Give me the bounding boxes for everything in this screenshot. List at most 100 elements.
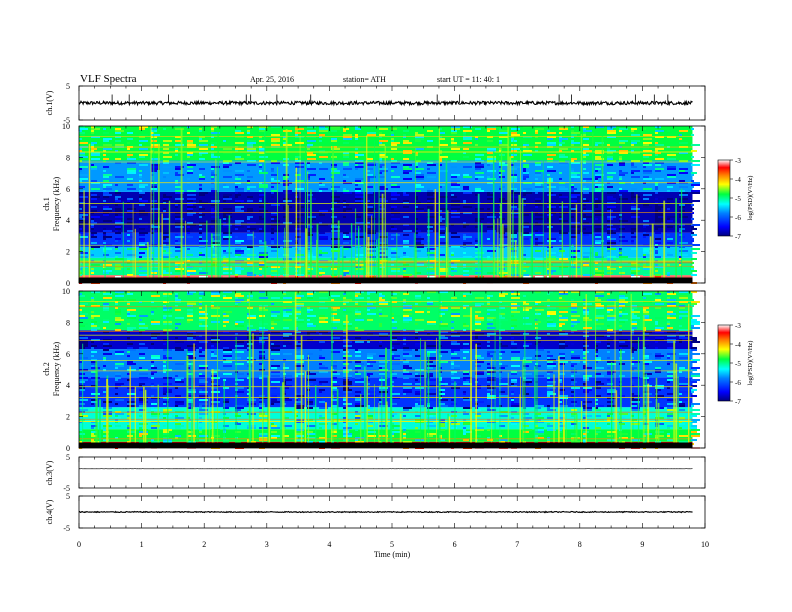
psd-cell [343, 210, 346, 212]
psd-cell [271, 250, 277, 252]
psd-cell [667, 220, 673, 222]
psd-cell [79, 387, 85, 389]
psd-cell [391, 178, 394, 180]
psd-cell [79, 128, 88, 130]
psd-cell [679, 226, 682, 228]
psd-cell [691, 391, 694, 393]
psd-cell [511, 266, 517, 268]
psd-cell [331, 246, 340, 248]
psd-cell [127, 309, 136, 311]
psd-cell [199, 313, 208, 315]
psd-cell [295, 417, 298, 419]
psd-cell [307, 293, 313, 295]
psd-cell [187, 309, 193, 311]
psd-cell [175, 375, 178, 377]
psd-cell [355, 222, 364, 224]
psd-cell [259, 327, 265, 329]
psd-cell [451, 196, 457, 198]
psd-cell [595, 303, 601, 305]
psd-cell [547, 423, 550, 425]
psd-cell [235, 150, 238, 152]
psd-cell [307, 291, 316, 293]
psd-cell [247, 254, 256, 256]
psd-cell [259, 333, 262, 335]
psd-cell [655, 246, 658, 248]
psd-cell [91, 317, 94, 319]
psd-cell [235, 158, 244, 160]
psd-cell [427, 164, 436, 166]
psd-cell [667, 216, 676, 218]
psd-cell [595, 375, 604, 377]
psd-cell [619, 140, 628, 142]
psd-cell [679, 192, 688, 194]
psd-cell [427, 333, 430, 335]
psd-cell [283, 315, 289, 317]
psd-cell [523, 365, 529, 367]
psd-cell [547, 377, 550, 379]
psd-cell [667, 264, 670, 266]
psd-cell [523, 232, 529, 234]
psd-cell [211, 405, 217, 407]
psd-cell [655, 192, 658, 194]
psd-cell [259, 427, 268, 429]
psd-cell [571, 415, 574, 417]
psd-cell [319, 391, 322, 393]
psd-cell [607, 226, 610, 228]
psd-cell [511, 196, 520, 198]
psd-cell [79, 429, 82, 431]
psd-cell [427, 407, 433, 409]
psd-cell [583, 258, 589, 260]
psd-cell [247, 246, 253, 248]
psd-cell [487, 333, 496, 335]
psd-cell [427, 291, 436, 293]
psd-cell [103, 343, 109, 345]
psd-cell [247, 236, 256, 238]
psd-cell [211, 429, 220, 431]
psd-cell [91, 401, 97, 403]
psd-cell [667, 433, 670, 435]
psd-cell [595, 409, 601, 411]
psd-cell [199, 194, 205, 196]
psd-cell [679, 311, 688, 313]
psd-cell [571, 252, 577, 254]
psd-cell [163, 295, 169, 297]
psd-cell [199, 148, 208, 150]
psd-cell [487, 126, 496, 128]
psd-cell [559, 162, 568, 164]
psd-cell [571, 206, 574, 208]
psd-cell [583, 373, 586, 375]
psd-cell [91, 196, 100, 198]
psd-cell [643, 333, 649, 335]
psd-cell [115, 307, 118, 309]
psd-cell [199, 429, 202, 431]
psd-cell [619, 303, 625, 305]
psd-cell [463, 331, 466, 333]
psd-cell [211, 353, 214, 355]
psd-cell [667, 186, 673, 188]
psd-cell [331, 148, 340, 150]
psd-cell [451, 246, 460, 248]
psd-cell [415, 240, 421, 242]
psd-cell [247, 176, 253, 178]
psd-cell [403, 369, 406, 371]
psd-cell [283, 359, 286, 361]
psd-cell [343, 297, 346, 299]
psd-cell [511, 140, 517, 142]
psd-cell [271, 144, 280, 146]
psd-cell [163, 417, 166, 419]
psd-cell [283, 216, 286, 218]
psd-cell [571, 126, 574, 128]
psd-cell [355, 397, 361, 399]
psd-cell [511, 315, 514, 317]
psd-cell [511, 168, 517, 170]
psd-cell [619, 178, 622, 180]
psd-cell [631, 351, 634, 353]
psd-cell [691, 144, 700, 146]
psd-cell [127, 218, 133, 220]
psd-cell [343, 174, 346, 176]
psd-cell [475, 138, 478, 140]
psd-cell [595, 319, 598, 321]
psd-cell [103, 138, 112, 140]
psd-cell [439, 331, 448, 333]
psd-cell [403, 371, 409, 373]
